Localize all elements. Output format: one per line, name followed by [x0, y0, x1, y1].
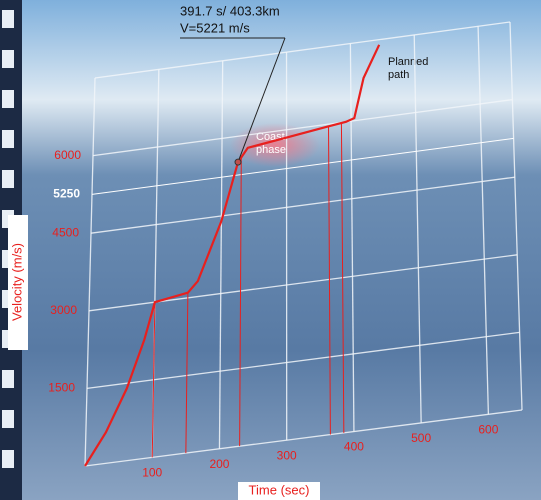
highlight-point	[234, 158, 242, 166]
y-tick-label: 1500	[48, 381, 75, 395]
x-axis-label: Time (sec)	[249, 482, 310, 497]
y-tick-label: 6000	[54, 148, 81, 162]
leader-line	[237, 37, 286, 163]
highlight-label: 5250	[53, 187, 80, 201]
annotation: V=5221 m/s	[180, 20, 250, 35]
line	[84, 44, 381, 467]
x-tick-label: 300	[277, 448, 297, 462]
x-tick-label: 200	[209, 457, 229, 471]
frame	[94, 21, 511, 79]
y-axis-label: Velocity (m/s)	[9, 243, 24, 321]
grid-line	[477, 26, 490, 415]
x-label-box	[238, 482, 320, 500]
reference-line	[340, 122, 345, 433]
grid-line	[92, 98, 513, 157]
frame	[84, 77, 96, 467]
frame	[509, 21, 523, 411]
grid-line	[86, 331, 520, 390]
y-tick-label: 3000	[50, 303, 77, 317]
film-holes	[2, 10, 14, 468]
grid-line	[413, 34, 422, 423]
x-tick-label: 600	[478, 422, 498, 436]
frame	[84, 409, 523, 467]
y-label-box	[8, 215, 28, 350]
x-tick-label: 400	[344, 440, 364, 454]
reference-line	[239, 157, 242, 447]
reference-line	[185, 292, 189, 454]
grid-line	[349, 43, 355, 432]
planned-label: Planned path	[388, 56, 428, 81]
reference-line	[151, 302, 156, 458]
highlight-line	[91, 137, 514, 195]
x-tick-label: 100	[142, 466, 162, 480]
reference-line	[328, 126, 331, 435]
grid-line	[218, 60, 224, 449]
x-tick-label: 500	[411, 431, 431, 445]
grid-line	[90, 176, 515, 234]
y-tick-label: 4500	[52, 225, 79, 239]
annotation: 391.7 s/ 403.3km	[180, 3, 280, 18]
